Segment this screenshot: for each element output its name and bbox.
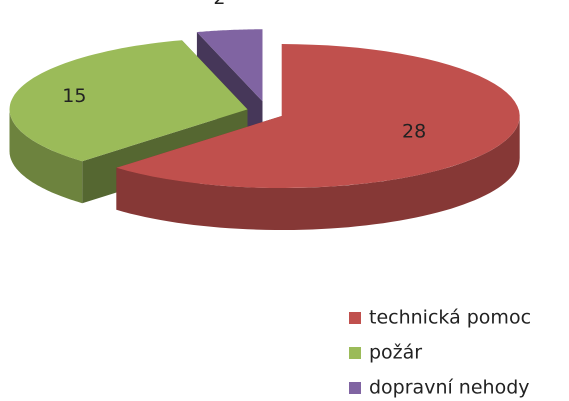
- slice-wall: [116, 116, 520, 230]
- legend-swatch: [349, 382, 361, 394]
- legend-label: dopravní nehody: [369, 377, 530, 399]
- slice: [9, 40, 248, 162]
- legend-label: požár: [369, 342, 422, 364]
- slice: [116, 44, 520, 188]
- slice: [196, 29, 263, 102]
- slice-wall: [9, 109, 83, 204]
- legend-label: technická pomoc: [369, 307, 531, 329]
- legend-swatch: [349, 347, 361, 359]
- data-label: 15: [62, 85, 86, 107]
- data-label: 2: [213, 0, 225, 9]
- data-label: 28: [402, 121, 426, 143]
- legend-swatch: [349, 312, 361, 324]
